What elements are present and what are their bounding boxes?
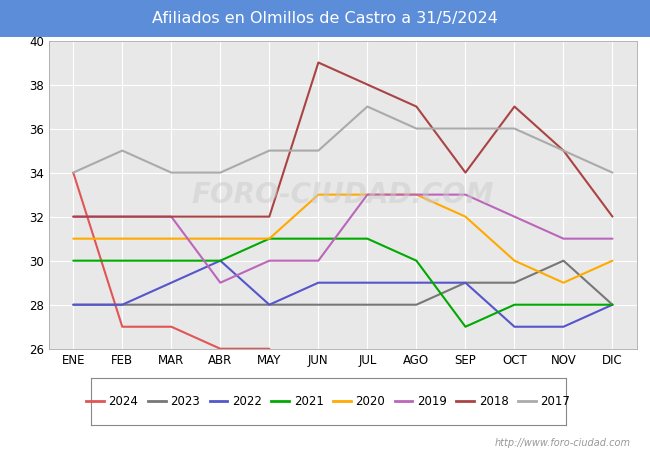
Text: Afiliados en Olmillos de Castro a 31/5/2024: Afiliados en Olmillos de Castro a 31/5/2… (152, 11, 498, 26)
Text: http://www.foro-ciudad.com: http://www.foro-ciudad.com (495, 438, 630, 448)
Text: FORO-CIUDAD.COM: FORO-CIUDAD.COM (192, 180, 494, 209)
Legend: 2024, 2023, 2022, 2021, 2020, 2019, 2018, 2017: 2024, 2023, 2022, 2021, 2020, 2019, 2018… (81, 391, 575, 413)
